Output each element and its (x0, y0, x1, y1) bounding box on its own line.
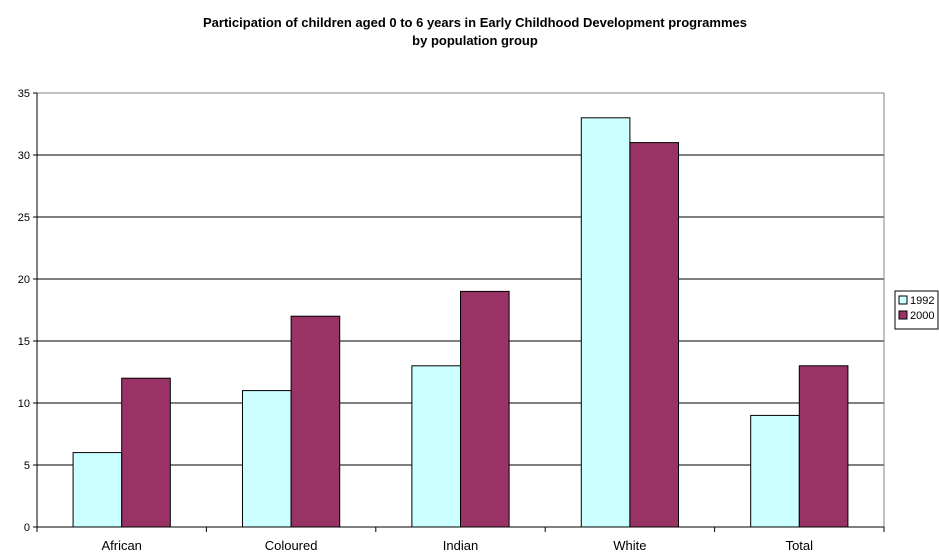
bar-1992-total (750, 414, 800, 528)
x-tick-label: Indian (443, 538, 478, 553)
y-tick-label: 30 (18, 150, 30, 162)
y-tick-label: 35 (18, 88, 30, 100)
bar-1992-coloured (241, 390, 292, 528)
legend-label: 1992 (910, 295, 934, 307)
legend-label: 2000 (910, 310, 934, 322)
bar-2000-coloured (290, 315, 341, 528)
x-tick-label: Total (786, 538, 814, 553)
bar-2000-african (121, 377, 171, 528)
legend-box (894, 290, 939, 330)
legend: 1992 2000 (894, 290, 939, 330)
bar-1992-white (580, 117, 631, 528)
bar-2000-indian (460, 290, 510, 528)
x-tick-label: African (101, 538, 141, 553)
bar-1992-indian (411, 365, 462, 528)
x-tick-label: Coloured (265, 538, 318, 553)
y-tick-label: 10 (18, 398, 30, 410)
chart-title: Participation of children aged 0 to 6 ye… (203, 15, 747, 30)
y-tick-label: 5 (24, 460, 30, 472)
legend-swatch (898, 310, 908, 320)
chart-subtitle: by population group (412, 33, 538, 48)
y-tick-label: 20 (18, 274, 30, 286)
bar-2000-white (629, 142, 680, 528)
y-tick-label: 15 (18, 336, 30, 348)
bar-2000-total (798, 365, 849, 528)
y-tick-label: 25 (18, 212, 30, 224)
legend-swatch (898, 295, 908, 305)
x-tick-label: White (613, 538, 646, 553)
axes: 0 5 10 15 20 25 30 35 African Coloured Indian White… (18, 88, 885, 553)
y-tick-label: 0 (24, 522, 30, 534)
bar-1992-african (72, 452, 123, 528)
bars (72, 117, 849, 528)
